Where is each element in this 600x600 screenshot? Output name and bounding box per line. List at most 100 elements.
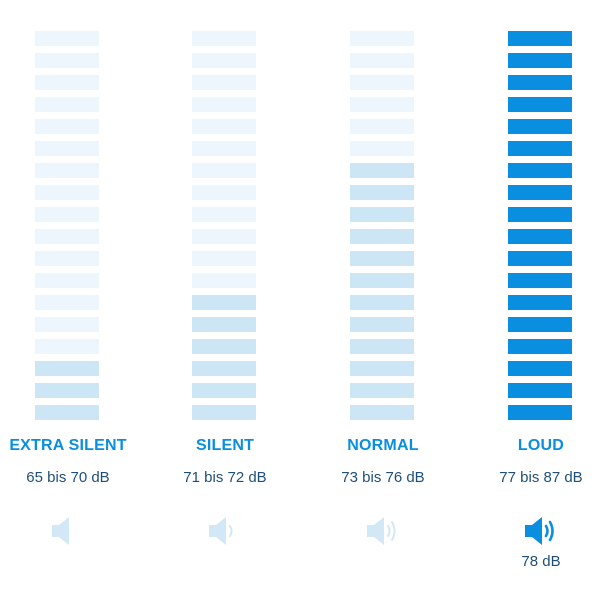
meter-segment [350, 339, 414, 354]
meter-label: EXTRA SILENT [9, 437, 127, 454]
meter-segment [192, 383, 256, 398]
meter-segment [350, 31, 414, 46]
meter-segment [35, 405, 99, 420]
meter-segment [192, 97, 256, 112]
meter-segment [192, 229, 256, 244]
meter-segment [192, 119, 256, 134]
meter-segment [192, 207, 256, 222]
meter-range: 71 bis 72 dB [183, 469, 267, 486]
meter-segment [350, 75, 414, 90]
meter-segment [35, 207, 99, 222]
meter-label: NORMAL [347, 437, 419, 454]
meter-segment [350, 163, 414, 178]
level-meter [35, 31, 99, 427]
meter-segment [508, 295, 572, 310]
meter-normal: NORMAL 73 bis 76 dB [303, 0, 463, 600]
meter-segment [35, 229, 99, 244]
meter-segment [35, 185, 99, 200]
meter-silent: SILENT 71 bis 72 dB [145, 0, 305, 600]
meter-segment [350, 229, 414, 244]
meter-segment [508, 273, 572, 288]
meter-range: 65 bis 70 dB [26, 469, 110, 486]
meter-segment [35, 295, 99, 310]
speaker-body [525, 517, 542, 545]
meter-segment [192, 273, 256, 288]
meter-segment [35, 317, 99, 332]
speaker-loud-icon [525, 517, 554, 545]
meter-segment [35, 339, 99, 354]
speaker-body [209, 517, 226, 545]
meter-segment [350, 295, 414, 310]
meter-segment [508, 339, 572, 354]
level-meter [192, 31, 256, 427]
meter-segment [35, 163, 99, 178]
sound-wave [548, 520, 554, 542]
meter-segment [350, 207, 414, 222]
meter-segment [508, 229, 572, 244]
meter-segment [35, 31, 99, 46]
meter-segment [35, 119, 99, 134]
meter-segment [350, 317, 414, 332]
meter-segment [508, 383, 572, 398]
sound-wave [391, 521, 396, 541]
meter-segment [350, 383, 414, 398]
meter-segment [350, 185, 414, 200]
meter-segment [508, 163, 572, 178]
meter-segment [192, 405, 256, 420]
meter-segment [508, 119, 572, 134]
meter-segment [35, 251, 99, 266]
meter-range: 73 bis 76 dB [341, 469, 425, 486]
meter-segment [35, 75, 99, 90]
meter-segment [350, 119, 414, 134]
sound-wave [544, 524, 549, 538]
meter-segment [192, 31, 256, 46]
meter-label: SILENT [195, 437, 255, 454]
meter-segment [508, 361, 572, 376]
speaker-mute-icon [52, 517, 69, 545]
level-meter [508, 31, 572, 427]
meter-segment [350, 405, 414, 420]
meter-segment [35, 361, 99, 376]
meter-segment [192, 339, 256, 354]
meter-segment [35, 141, 99, 156]
meter-segment [508, 31, 572, 46]
meter-segment [192, 53, 256, 68]
meter-segment [192, 361, 256, 376]
meter-segment [350, 53, 414, 68]
meter-range: 77 bis 87 dB [499, 469, 583, 486]
speaker-medium-icon [367, 517, 396, 545]
meter-label: LOUD [517, 437, 565, 454]
meter-segment [192, 251, 256, 266]
meter-segment [350, 141, 414, 156]
meter-segment [192, 141, 256, 156]
meter-segment [35, 53, 99, 68]
meter-segment [508, 53, 572, 68]
meter-segment [192, 295, 256, 310]
meter-segment [508, 141, 572, 156]
meter-segment [508, 185, 572, 200]
speaker-low-icon [209, 517, 233, 545]
meter-segment [350, 273, 414, 288]
meter-segment [35, 273, 99, 288]
meter-segment [35, 97, 99, 112]
sound-wave [387, 525, 391, 537]
meter-segment [508, 405, 572, 420]
meter-segment [508, 207, 572, 222]
sound-wave [229, 525, 233, 537]
meter-segment [508, 317, 572, 332]
meter-segment [35, 383, 99, 398]
meter-segment [508, 251, 572, 266]
current-level: 78 dB [521, 553, 561, 570]
meter-segment [508, 75, 572, 90]
meter-segment [508, 97, 572, 112]
level-meter [350, 31, 414, 427]
meter-segment [350, 251, 414, 266]
meter-extra-silent: EXTRA SILENT 65 bis 70 dB [0, 0, 148, 600]
meter-segment [350, 97, 414, 112]
meter-loud: LOUD 77 bis 87 dB 78 dB [461, 0, 600, 600]
speaker-body [52, 517, 69, 545]
meter-segment [192, 75, 256, 90]
speaker-body [367, 517, 384, 545]
meter-segment [192, 185, 256, 200]
meter-segment [192, 163, 256, 178]
